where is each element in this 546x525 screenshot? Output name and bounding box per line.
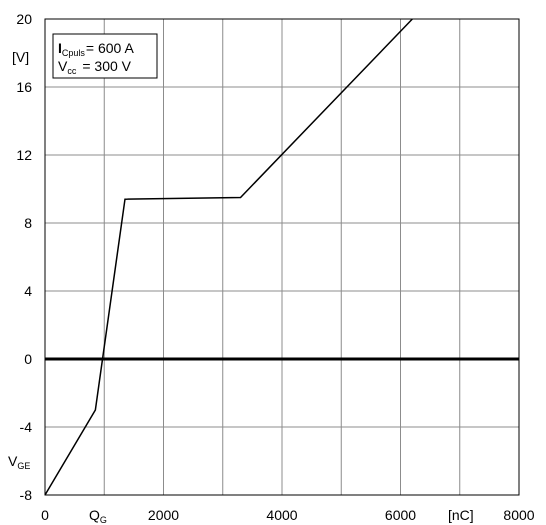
- y-tick-label: 20: [16, 11, 32, 27]
- legend-box: [52, 33, 158, 79]
- x-tick-label: 8000: [503, 507, 534, 523]
- x-unit-label: [nC]: [448, 507, 474, 523]
- legend-line-1-sub: Cpuls: [62, 48, 86, 58]
- y-tick-label: 0: [24, 351, 32, 367]
- y-tick-label: 16: [16, 79, 32, 95]
- legend-line-2: Vcc = 300 V: [58, 58, 132, 76]
- y-axis-symbol: V: [8, 453, 18, 469]
- y-axis-label: VGE: [8, 453, 30, 471]
- legend-line-1-main: I: [58, 40, 62, 56]
- y-tick-label: -4: [20, 419, 33, 435]
- plot-frame: [44, 18, 520, 496]
- x-tick-label: 6000: [385, 507, 416, 523]
- legend-line-1-value: = 600 A: [86, 40, 135, 56]
- y-tick-label: 8: [24, 215, 32, 231]
- x-tick-label: 2000: [148, 507, 179, 523]
- legend-line-2-main: V: [58, 58, 68, 74]
- y-axis-symbol-sub: GE: [17, 461, 30, 471]
- y-tick-label: -8: [20, 487, 33, 503]
- x-axis-symbol: Q: [89, 507, 100, 523]
- legend-line-2-value: = 300 V: [82, 58, 131, 74]
- y-tick-label: 12: [16, 147, 32, 163]
- data-series: [44, 18, 519, 496]
- x-axis-label: QG: [89, 507, 107, 525]
- y-unit-label: [V]: [12, 49, 29, 65]
- y-tick-labels: -8 -4 0 4 8 12 16 20: [16, 11, 32, 503]
- legend: ICpuls= 600 A Vcc = 300 V: [52, 33, 158, 79]
- series-line-0: [44, 18, 413, 496]
- x-axis-symbol-sub: G: [100, 515, 107, 525]
- grid-lines: [45, 19, 519, 495]
- x-tick-label: 4000: [266, 507, 297, 523]
- y-tick-label: 4: [24, 283, 32, 299]
- x-tick-labels: 0 2000 4000 6000 8000: [41, 507, 535, 523]
- x-tick-label: 0: [41, 507, 49, 523]
- legend-line-1: ICpuls= 600 A: [58, 40, 134, 58]
- legend-line-2-sub: cc: [67, 66, 77, 76]
